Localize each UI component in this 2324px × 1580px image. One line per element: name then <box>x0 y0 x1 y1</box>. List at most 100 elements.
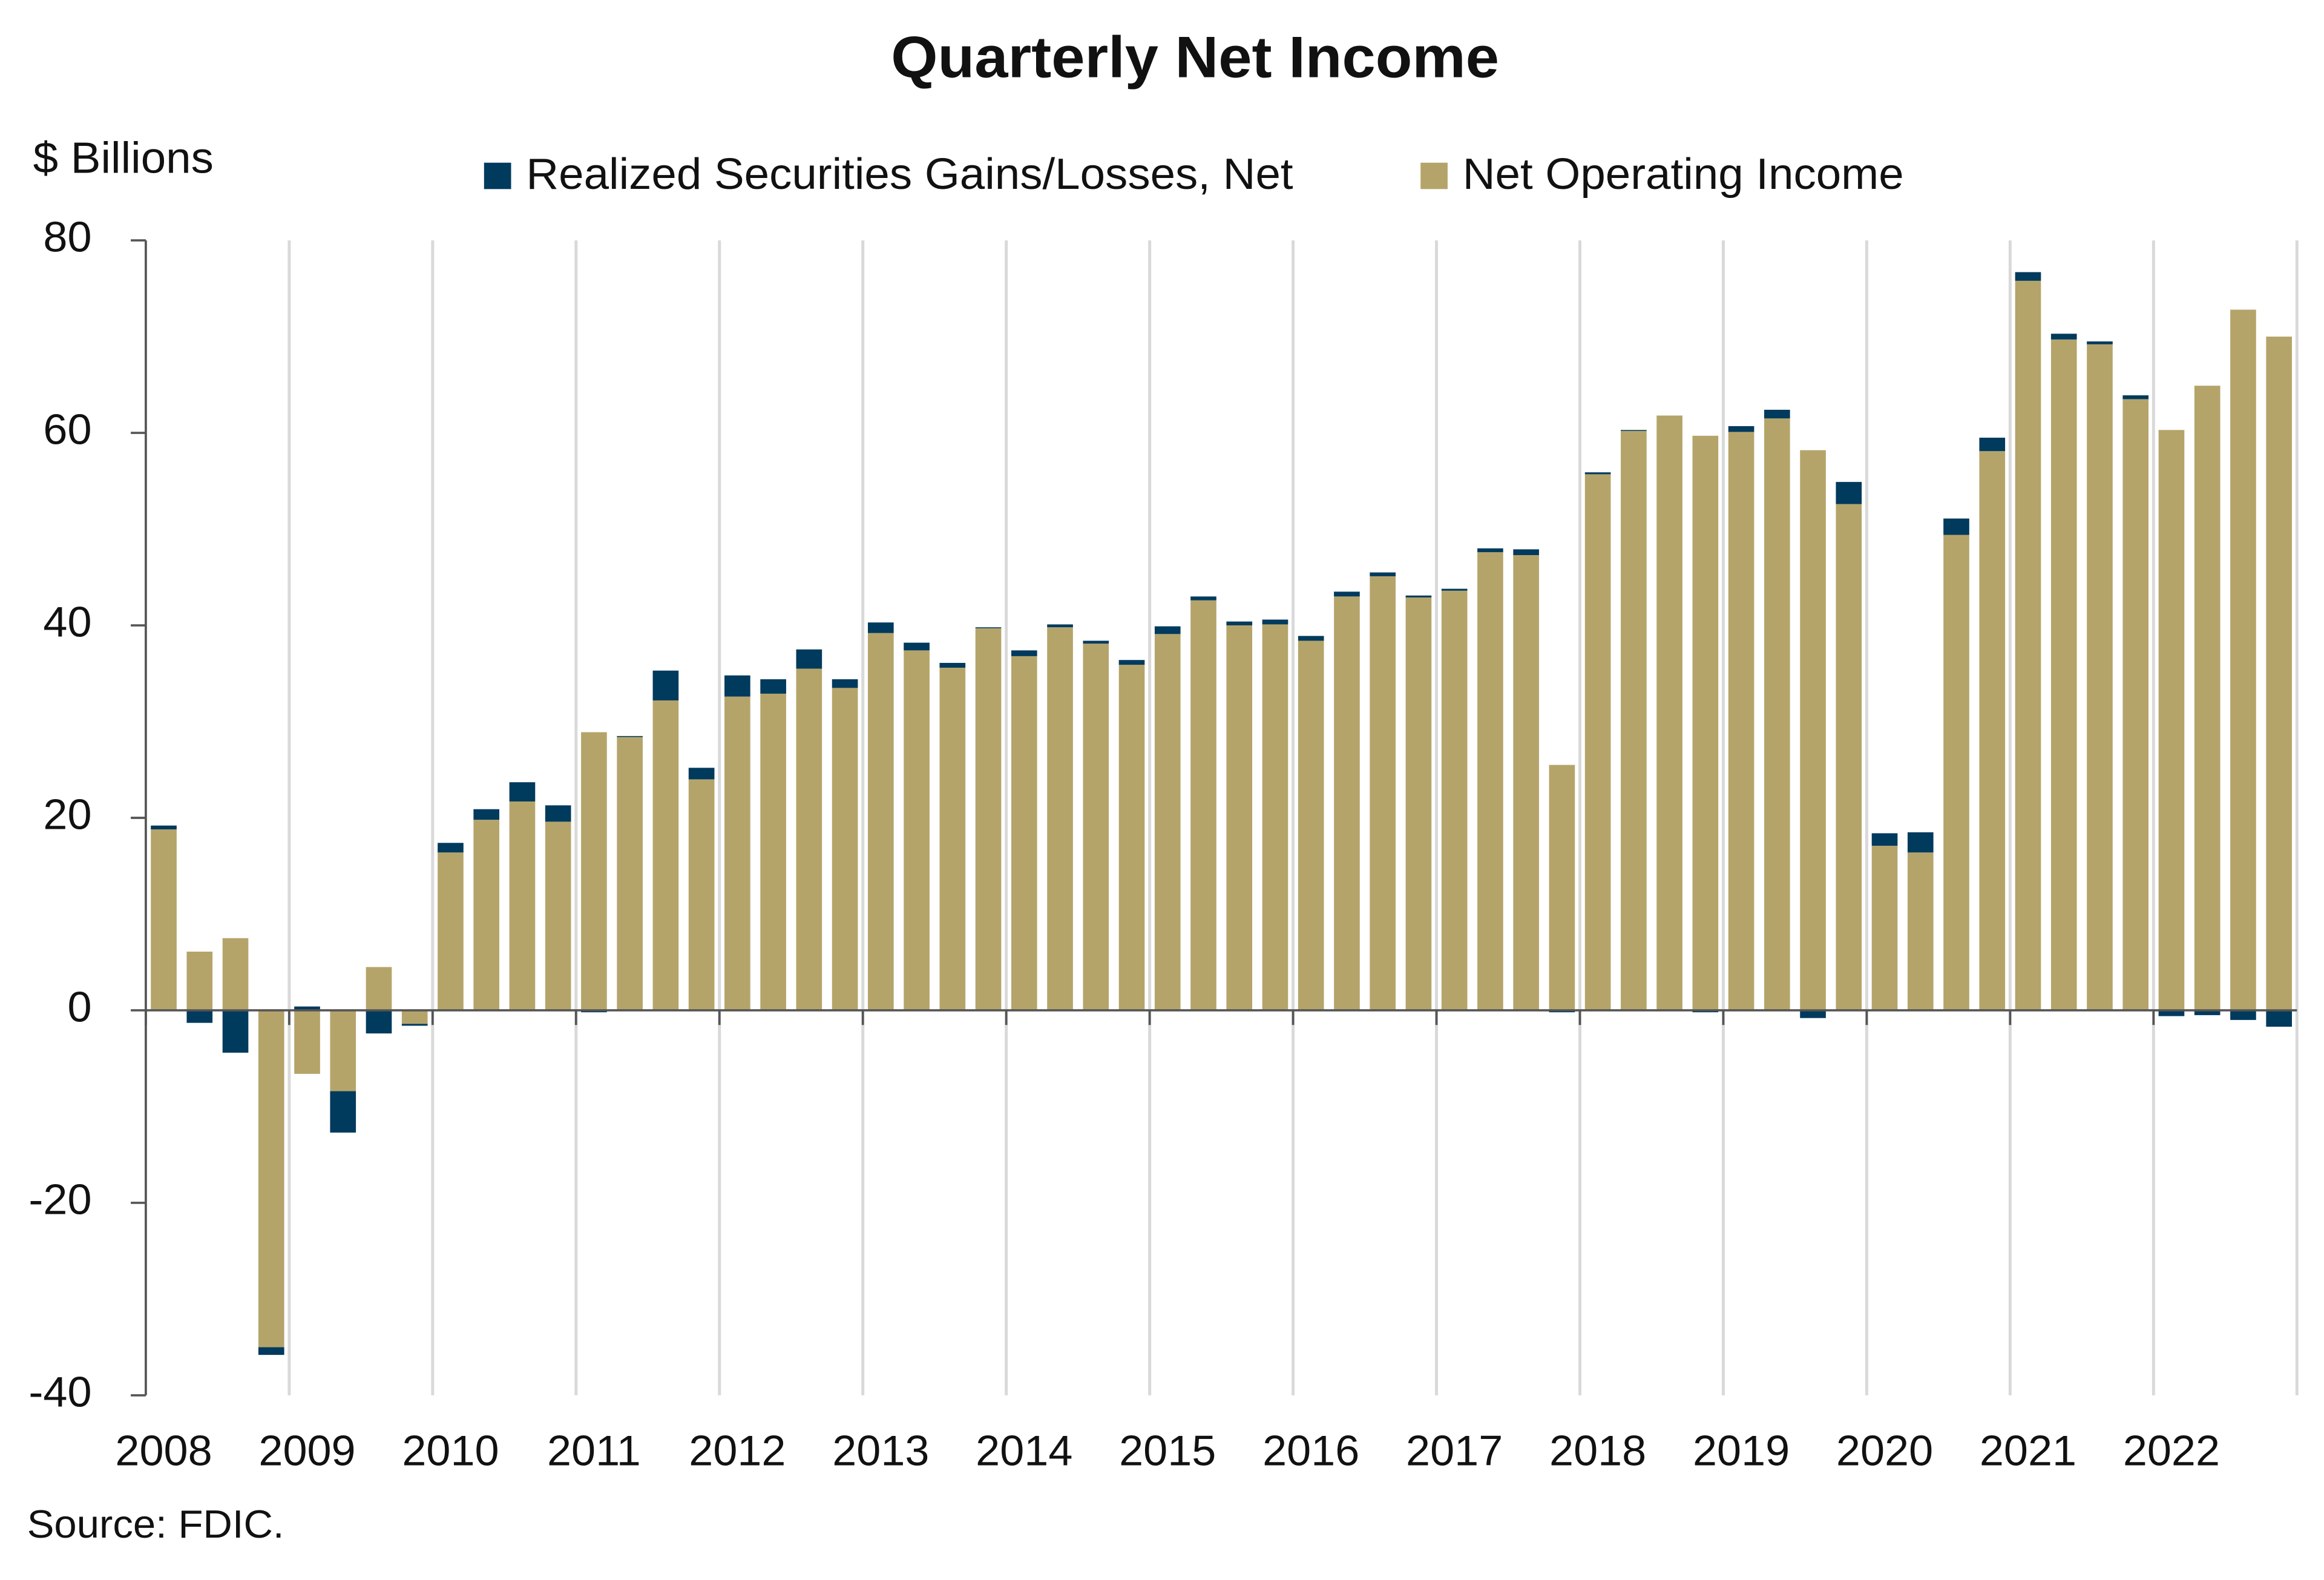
bar-segment <box>617 737 643 1010</box>
bar-segment <box>1800 450 1826 1010</box>
bar-segment <box>2266 1010 2292 1027</box>
bar-segment <box>1621 430 1647 1010</box>
bar-segment <box>330 1091 356 1133</box>
bar-segment <box>1871 846 1898 1010</box>
x-tick-label: 2022 <box>2123 1427 2220 1475</box>
bar-segment <box>1441 588 1468 591</box>
bar-segment <box>222 938 249 1010</box>
x-tick-label: 2021 <box>1980 1427 2076 1475</box>
bar-segment <box>939 667 966 1010</box>
x-tick-label: 2018 <box>1549 1427 1646 1475</box>
bar-segment <box>330 1010 356 1091</box>
bar-segment <box>1621 430 1647 431</box>
bar-segment <box>1441 590 1468 1010</box>
bar-segment <box>509 782 536 802</box>
bar-segment <box>1334 591 1360 597</box>
bar-segment <box>1692 435 1719 1010</box>
chart-title: Quarterly Net Income <box>891 24 1499 90</box>
bar-segment <box>545 805 571 822</box>
bar-segment <box>151 829 177 1010</box>
bar-segment <box>1943 518 1969 535</box>
bar-segment <box>939 663 966 668</box>
bar-segment <box>724 696 750 1010</box>
bar-segment <box>652 700 679 1010</box>
bar-segment <box>186 1010 213 1023</box>
bar-segment <box>1513 555 1539 1010</box>
bar-segment <box>975 627 1002 628</box>
bar-segment <box>2087 341 2113 344</box>
bar-segment <box>1370 576 1396 1010</box>
bar-segment <box>1083 640 1109 644</box>
bar-segment <box>1011 656 1037 1010</box>
bar-segment <box>2230 309 2256 1010</box>
x-tick-label: 2019 <box>1693 1427 1790 1475</box>
bar-segment <box>581 732 607 1010</box>
y-tick-label: -40 <box>28 1369 91 1416</box>
bar-segment <box>2122 395 2149 400</box>
bar-segment <box>1584 472 1611 475</box>
bar-segment <box>1405 595 1432 597</box>
bar-segment <box>832 679 858 688</box>
bar-segment <box>2230 1010 2256 1020</box>
bar-segment <box>1871 833 1898 846</box>
y-tick-label: 80 <box>43 214 91 261</box>
bar-segment <box>975 628 1002 1010</box>
bar-segment <box>1118 665 1145 1010</box>
bar-segment <box>2194 386 2221 1010</box>
bar-segment <box>652 670 679 701</box>
bar-segment <box>401 1010 428 1024</box>
bar-segment <box>1800 1010 1826 1018</box>
bar-segment <box>2194 1010 2221 1015</box>
bar-segment <box>1334 596 1360 1010</box>
bar-segment <box>2050 339 2077 1010</box>
y-tick-label: 0 <box>67 984 91 1031</box>
bar-segment <box>438 852 464 1010</box>
x-tick-label: 2016 <box>1262 1427 1359 1475</box>
y-tick-label: 40 <box>43 599 91 646</box>
legend-swatch <box>1420 162 1448 189</box>
legend-label: Net Operating Income <box>1463 149 1904 199</box>
bar-segment <box>401 1024 428 1026</box>
bar-segment <box>1405 597 1432 1010</box>
bar-segment <box>904 650 930 1010</box>
bar-segment <box>1370 572 1396 576</box>
bar-segment <box>832 688 858 1010</box>
bar-segment <box>1979 451 2006 1010</box>
bar-segment <box>509 801 536 1010</box>
bar-segment <box>760 693 786 1010</box>
bar-segment <box>796 668 822 1010</box>
bar-segment <box>904 642 930 651</box>
bar-segment <box>545 821 571 1010</box>
legend-swatch <box>484 162 511 189</box>
bar-segment <box>796 649 822 669</box>
bar-segment <box>1298 640 1324 1010</box>
bar-segment <box>2158 430 2185 1010</box>
y-axis-label: $ Billions <box>33 133 214 182</box>
bar-segment <box>151 825 177 830</box>
bar-segment <box>1154 626 1181 634</box>
bar-segment <box>1047 627 1073 1010</box>
x-tick-label: 2009 <box>258 1427 355 1475</box>
bar-segment <box>1262 619 1288 625</box>
bar-segment <box>1836 482 1862 504</box>
bar-segment <box>2050 334 2077 340</box>
bar-segment <box>1262 624 1288 1010</box>
bar-segment <box>366 967 392 1010</box>
bar-segment <box>1979 437 2006 452</box>
x-tick-label: 2014 <box>976 1427 1072 1475</box>
source-note: Source: FDIC. <box>27 1503 284 1547</box>
bar-segment <box>2266 337 2292 1010</box>
bar-segment <box>2087 344 2113 1010</box>
bar-segment <box>294 1006 320 1010</box>
bar-segment <box>2122 399 2149 1010</box>
bar-segment <box>1584 474 1611 1010</box>
bar-segment <box>1513 549 1539 555</box>
bar-segment <box>868 633 894 1010</box>
bar-segment <box>1226 625 1253 1010</box>
bar-segment <box>1298 636 1324 641</box>
bar-segment <box>1190 596 1216 601</box>
bar-segment <box>724 675 750 697</box>
bar-segment <box>258 1347 284 1355</box>
x-tick-label: 2011 <box>547 1427 641 1475</box>
